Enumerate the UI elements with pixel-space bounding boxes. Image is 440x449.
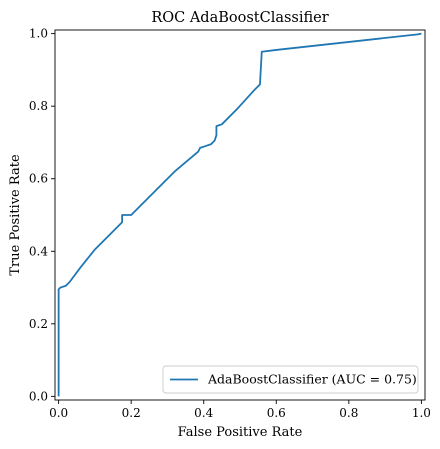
y-tick-label: 0.8 [29,99,48,113]
plot-area [54,29,426,401]
x-tick-label: 0.0 [49,406,68,420]
chart-title: ROC AdaBoostClassifier [151,10,328,26]
x-tick-label: 0.6 [267,406,286,420]
x-tick-label: 0.8 [339,406,358,420]
legend-label: AdaBoostClassifier (AUC = 0.75) [207,372,417,387]
x-tick-label: 1.0 [412,406,431,420]
y-tick-label: 1.0 [29,27,48,41]
y-tick-label: 0.4 [29,244,48,258]
y-tick-label: 0.0 [29,389,48,403]
x-axis-label: False Positive Rate [178,425,303,440]
roc-curve-line [57,32,422,397]
legend: AdaBoostClassifier (AUC = 0.75) [162,365,419,394]
y-tick-label: 0.2 [29,317,48,331]
y-tick-label: 0.6 [29,172,48,186]
x-tick-label: 0.2 [122,406,141,420]
series-layer [57,32,422,397]
x-tick-label: 0.4 [194,406,213,420]
y-axis-label: True Positive Rate [8,154,23,276]
legend-box [162,365,419,394]
y-axis: 0.0 0.2 0.4 0.6 0.8 1.0 [29,27,55,403]
x-axis: 0.0 0.2 0.4 0.6 0.8 1.0 [49,400,431,420]
